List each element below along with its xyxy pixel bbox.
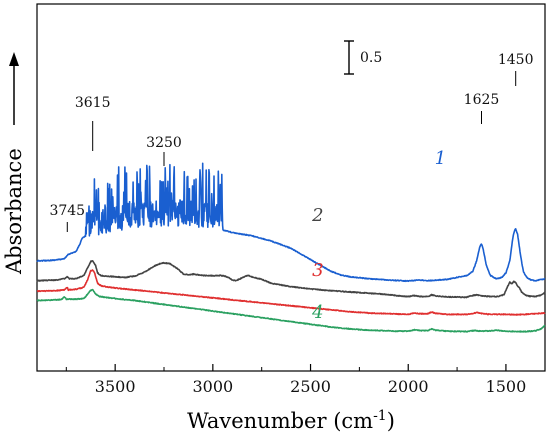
scale-bar: 0.5	[344, 40, 382, 75]
series-1-line	[36, 162, 546, 283]
x-tick-label: 3500	[95, 377, 136, 396]
x-tick-label: 1500	[486, 377, 527, 396]
x-axis-title: Wavenumber (cm-1)	[187, 408, 395, 433]
y-axis-title: Absorbance	[2, 52, 26, 275]
peak-label-1450: 1450	[498, 52, 534, 68]
x-axis-title-sup: -1	[373, 408, 387, 424]
series-4-label: 4	[311, 302, 323, 323]
peak-label-3615: 3615	[75, 95, 111, 111]
series-3-label: 3	[312, 260, 323, 281]
peak-label-3745: 3745	[49, 203, 85, 219]
y-axis-arrowhead	[9, 52, 19, 66]
y-axis-label: Absorbance	[2, 148, 26, 275]
peak-annotations: 3615 3250 3745 1625 1450	[49, 52, 534, 232]
scale-bar-label: 0.5	[360, 50, 382, 66]
series-2-line	[36, 260, 546, 299]
x-tick-label: 3000	[192, 377, 233, 396]
x-tick-label: 2500	[290, 377, 331, 396]
peak-label-1625: 1625	[464, 92, 500, 108]
series-2-label: 2	[311, 205, 323, 226]
x-tick-label: 2000	[388, 377, 429, 396]
series-layer	[36, 162, 546, 333]
series-4-line	[36, 288, 546, 333]
plot-frame	[36, 3, 546, 372]
series-1-label: 1	[435, 148, 446, 169]
x-axis-title-close: )	[387, 409, 395, 433]
series-labels: 1 2 3 4	[311, 148, 446, 323]
series-3-line	[36, 269, 546, 316]
x-ticks: 3500 3000 2500 2000 1500	[65, 364, 527, 396]
peak-label-3250: 3250	[146, 135, 182, 151]
